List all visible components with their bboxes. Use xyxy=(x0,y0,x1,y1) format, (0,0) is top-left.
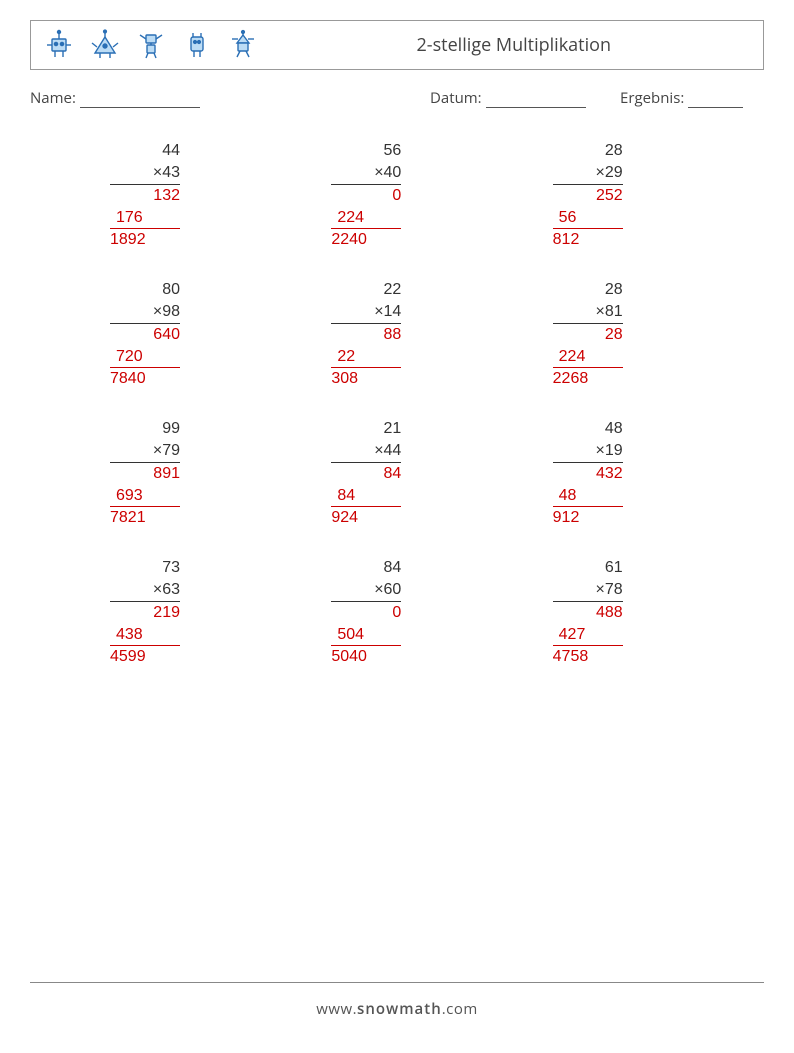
multiplier: ×60 xyxy=(331,579,401,603)
worksheet-title: 2-stellige Multiplikation xyxy=(417,33,612,57)
partial-2: 427 xyxy=(553,624,623,646)
partial-1: 28 xyxy=(553,324,623,346)
answer: 4599 xyxy=(110,646,180,668)
partial-1: 252 xyxy=(553,185,623,207)
partial-1: 88 xyxy=(331,324,401,346)
multiplication-problem: 99×798916937821 xyxy=(110,418,180,529)
header-box: 2-stellige Multiplikation xyxy=(30,20,764,70)
name-blank[interactable] xyxy=(80,93,200,108)
answer: 1892 xyxy=(110,229,180,251)
partial-2: 224 xyxy=(553,346,623,368)
partial-1: 84 xyxy=(331,463,401,485)
footer: www.snowmath.com xyxy=(0,999,794,1019)
answer: 812 xyxy=(553,229,623,251)
partial-2: 438 xyxy=(110,624,180,646)
info-row: Name: Datum: Ergebnis: xyxy=(30,88,764,108)
date-blank[interactable] xyxy=(486,93,586,108)
answer: 2240 xyxy=(331,229,401,251)
multiplication-problem: 28×81282242268 xyxy=(553,279,623,390)
multiplicand: 84 xyxy=(331,557,401,579)
partial-1: 891 xyxy=(110,463,180,485)
result-label: Ergebnis: xyxy=(620,88,684,108)
multiplier: ×14 xyxy=(331,301,401,325)
multiplicand: 44 xyxy=(110,140,180,162)
partial-2: 48 xyxy=(553,485,623,507)
multiplicand: 80 xyxy=(110,279,180,301)
robot-icon xyxy=(43,29,75,61)
multiplier: ×29 xyxy=(553,162,623,186)
multiplication-problem: 56×4002242240 xyxy=(331,140,401,251)
partial-1: 0 xyxy=(331,185,401,207)
footer-brand: snowmath xyxy=(357,999,442,1019)
multiplicand: 56 xyxy=(331,140,401,162)
multiplication-problem: 21×448484924 xyxy=(331,418,401,529)
multiplicand: 28 xyxy=(553,279,623,301)
multiplication-problem: 84×6005045040 xyxy=(331,557,401,668)
partial-2: 56 xyxy=(553,207,623,229)
answer: 7821 xyxy=(110,507,180,529)
worksheet-page: 2-stellige Multiplikation Name: Datum: E… xyxy=(0,0,794,1053)
partial-1: 432 xyxy=(553,463,623,485)
multiplication-problem: 28×2925256812 xyxy=(553,140,623,251)
multiplier: ×78 xyxy=(553,579,623,603)
multiplier: ×43 xyxy=(110,162,180,186)
robot-icons xyxy=(43,29,259,61)
date-label: Datum: xyxy=(430,88,482,108)
robot-icon xyxy=(181,29,213,61)
multiplication-problem: 44×431321761892 xyxy=(110,140,180,251)
multiplier: ×63 xyxy=(110,579,180,603)
answer: 2268 xyxy=(553,368,623,390)
robot-icon xyxy=(135,29,167,61)
multiplication-problem: 80×986407207840 xyxy=(110,279,180,390)
multiplication-problem: 22×148822308 xyxy=(331,279,401,390)
answer: 7840 xyxy=(110,368,180,390)
multiplication-problem: 61×784884274758 xyxy=(553,557,623,668)
footer-rule xyxy=(30,982,764,983)
multiplication-problem: 73×632194384599 xyxy=(110,557,180,668)
multiplicand: 21 xyxy=(331,418,401,440)
multiplier: ×44 xyxy=(331,440,401,464)
partial-1: 0 xyxy=(331,602,401,624)
multiplicand: 61 xyxy=(553,557,623,579)
partial-1: 640 xyxy=(110,324,180,346)
name-label: Name: xyxy=(30,88,76,108)
partial-1: 132 xyxy=(110,185,180,207)
multiplier: ×81 xyxy=(553,301,623,325)
multiplicand: 22 xyxy=(331,279,401,301)
multiplier: ×40 xyxy=(331,162,401,186)
multiplication-problem: 48×1943248912 xyxy=(553,418,623,529)
partial-2: 176 xyxy=(110,207,180,229)
partial-1: 219 xyxy=(110,602,180,624)
multiplicand: 48 xyxy=(553,418,623,440)
answer: 308 xyxy=(331,368,401,390)
answer: 5040 xyxy=(331,646,401,668)
robot-icon xyxy=(227,29,259,61)
multiplicand: 28 xyxy=(553,140,623,162)
partial-2: 504 xyxy=(331,624,401,646)
footer-prefix: www. xyxy=(316,999,357,1019)
partial-2: 693 xyxy=(110,485,180,507)
multiplier: ×79 xyxy=(110,440,180,464)
answer: 924 xyxy=(331,507,401,529)
answer: 912 xyxy=(553,507,623,529)
partial-2: 22 xyxy=(331,346,401,368)
multiplier: ×19 xyxy=(553,440,623,464)
problems-grid: 44×43132176189256×400224224028×292525681… xyxy=(30,140,764,668)
partial-2: 224 xyxy=(331,207,401,229)
multiplier: ×98 xyxy=(110,301,180,325)
partial-2: 720 xyxy=(110,346,180,368)
footer-suffix: .com xyxy=(442,999,478,1019)
result-blank[interactable] xyxy=(688,93,743,108)
partial-1: 488 xyxy=(553,602,623,624)
multiplicand: 99 xyxy=(110,418,180,440)
robot-icon xyxy=(89,29,121,61)
answer: 4758 xyxy=(553,646,623,668)
partial-2: 84 xyxy=(331,485,401,507)
multiplicand: 73 xyxy=(110,557,180,579)
